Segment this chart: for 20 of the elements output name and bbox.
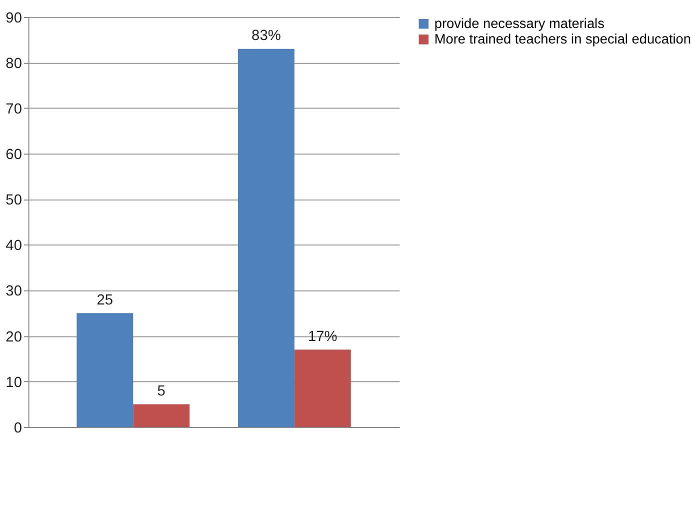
y-tick-label: 20 — [6, 329, 22, 346]
bar — [294, 350, 351, 428]
data-label: 25 — [96, 292, 114, 308]
y-tick-label: 40 — [6, 238, 22, 254]
y-tick-label: 0 — [14, 420, 22, 436]
legend-label: More trained teachers in special education — [434, 31, 691, 46]
legend-label: provide necessary materials — [434, 16, 605, 31]
y-tick-label: 50 — [6, 192, 22, 209]
bar — [238, 48, 294, 428]
data-label: 5 — [157, 383, 166, 400]
bar — [76, 313, 134, 428]
y-tick-label: 70 — [6, 101, 22, 118]
y-tick-label: 30 — [6, 284, 22, 300]
data-label: 17% — [308, 328, 338, 345]
y-tick-label: 90 — [6, 10, 22, 26]
data-label: 83% — [252, 28, 281, 44]
bar — [133, 404, 190, 428]
y-tick-label: 60 — [6, 147, 22, 164]
y-tick-label: 80 — [6, 56, 22, 72]
y-tick-label: 10 — [6, 374, 22, 391]
